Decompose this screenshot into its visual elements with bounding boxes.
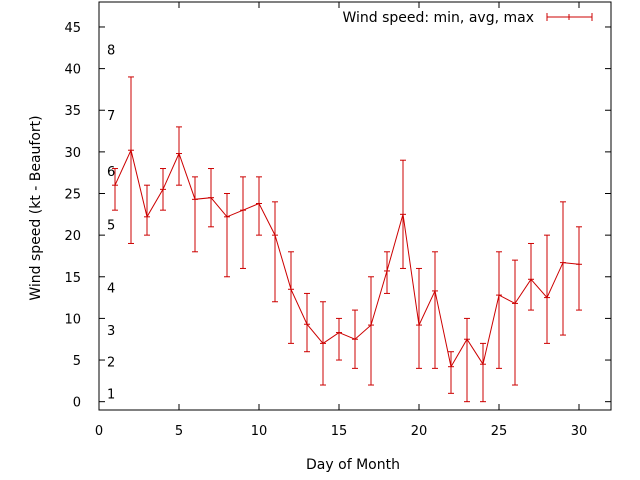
x-tick-label: 30 — [571, 424, 588, 439]
x-tick-label: 5 — [175, 424, 183, 439]
x-tick-label: 25 — [491, 424, 508, 439]
beaufort-label: 8 — [107, 43, 115, 58]
y-tick-label: 45 — [64, 21, 81, 36]
beaufort-label: 5 — [107, 218, 115, 233]
y-tick-label: 0 — [73, 396, 81, 411]
y-tick-label: 35 — [64, 104, 81, 119]
beaufort-label: 4 — [107, 282, 115, 297]
avg-series-line — [114, 148, 580, 369]
plot-frame — [98, 1, 612, 411]
y-tick-label: 25 — [64, 188, 81, 203]
error-bars — [112, 76, 582, 403]
beaufort-label: 7 — [107, 109, 115, 124]
y-axis-label: Wind speed (kt - Beaufort) — [28, 115, 44, 300]
y-tick-label: 10 — [64, 312, 81, 327]
legend: Wind speed: min, avg, max — [342, 10, 593, 26]
x-tick-label: 15 — [331, 424, 348, 439]
x-axis-label: Day of Month — [306, 457, 400, 473]
axis-ticks — [98, 2, 611, 410]
x-tick-label: 0 — [95, 424, 103, 439]
beaufort-scale-labels: 123456789 — [107, 43, 115, 402]
beaufort-label: 2 — [107, 356, 115, 371]
x-tick-label: 10 — [251, 424, 268, 439]
y-tick-label: 15 — [64, 271, 81, 286]
y-tick-label: 30 — [64, 146, 81, 161]
legend-label: Wind speed: min, avg, max — [342, 10, 534, 26]
legend-sample — [546, 13, 593, 21]
x-tick-label: 20 — [411, 424, 428, 439]
y-tick-label: 5 — [73, 354, 81, 369]
y-tick-label: 20 — [64, 229, 81, 244]
y-tick-labels: 0 5 10 15 20 25 30 35 40 45 — [64, 21, 81, 411]
beaufort-label: 1 — [107, 387, 115, 402]
beaufort-label: 6 — [107, 165, 115, 180]
x-tick-labels: 0 5 10 15 20 25 30 — [95, 424, 587, 439]
beaufort-label: 3 — [107, 324, 115, 339]
y-tick-label: 40 — [64, 63, 81, 78]
